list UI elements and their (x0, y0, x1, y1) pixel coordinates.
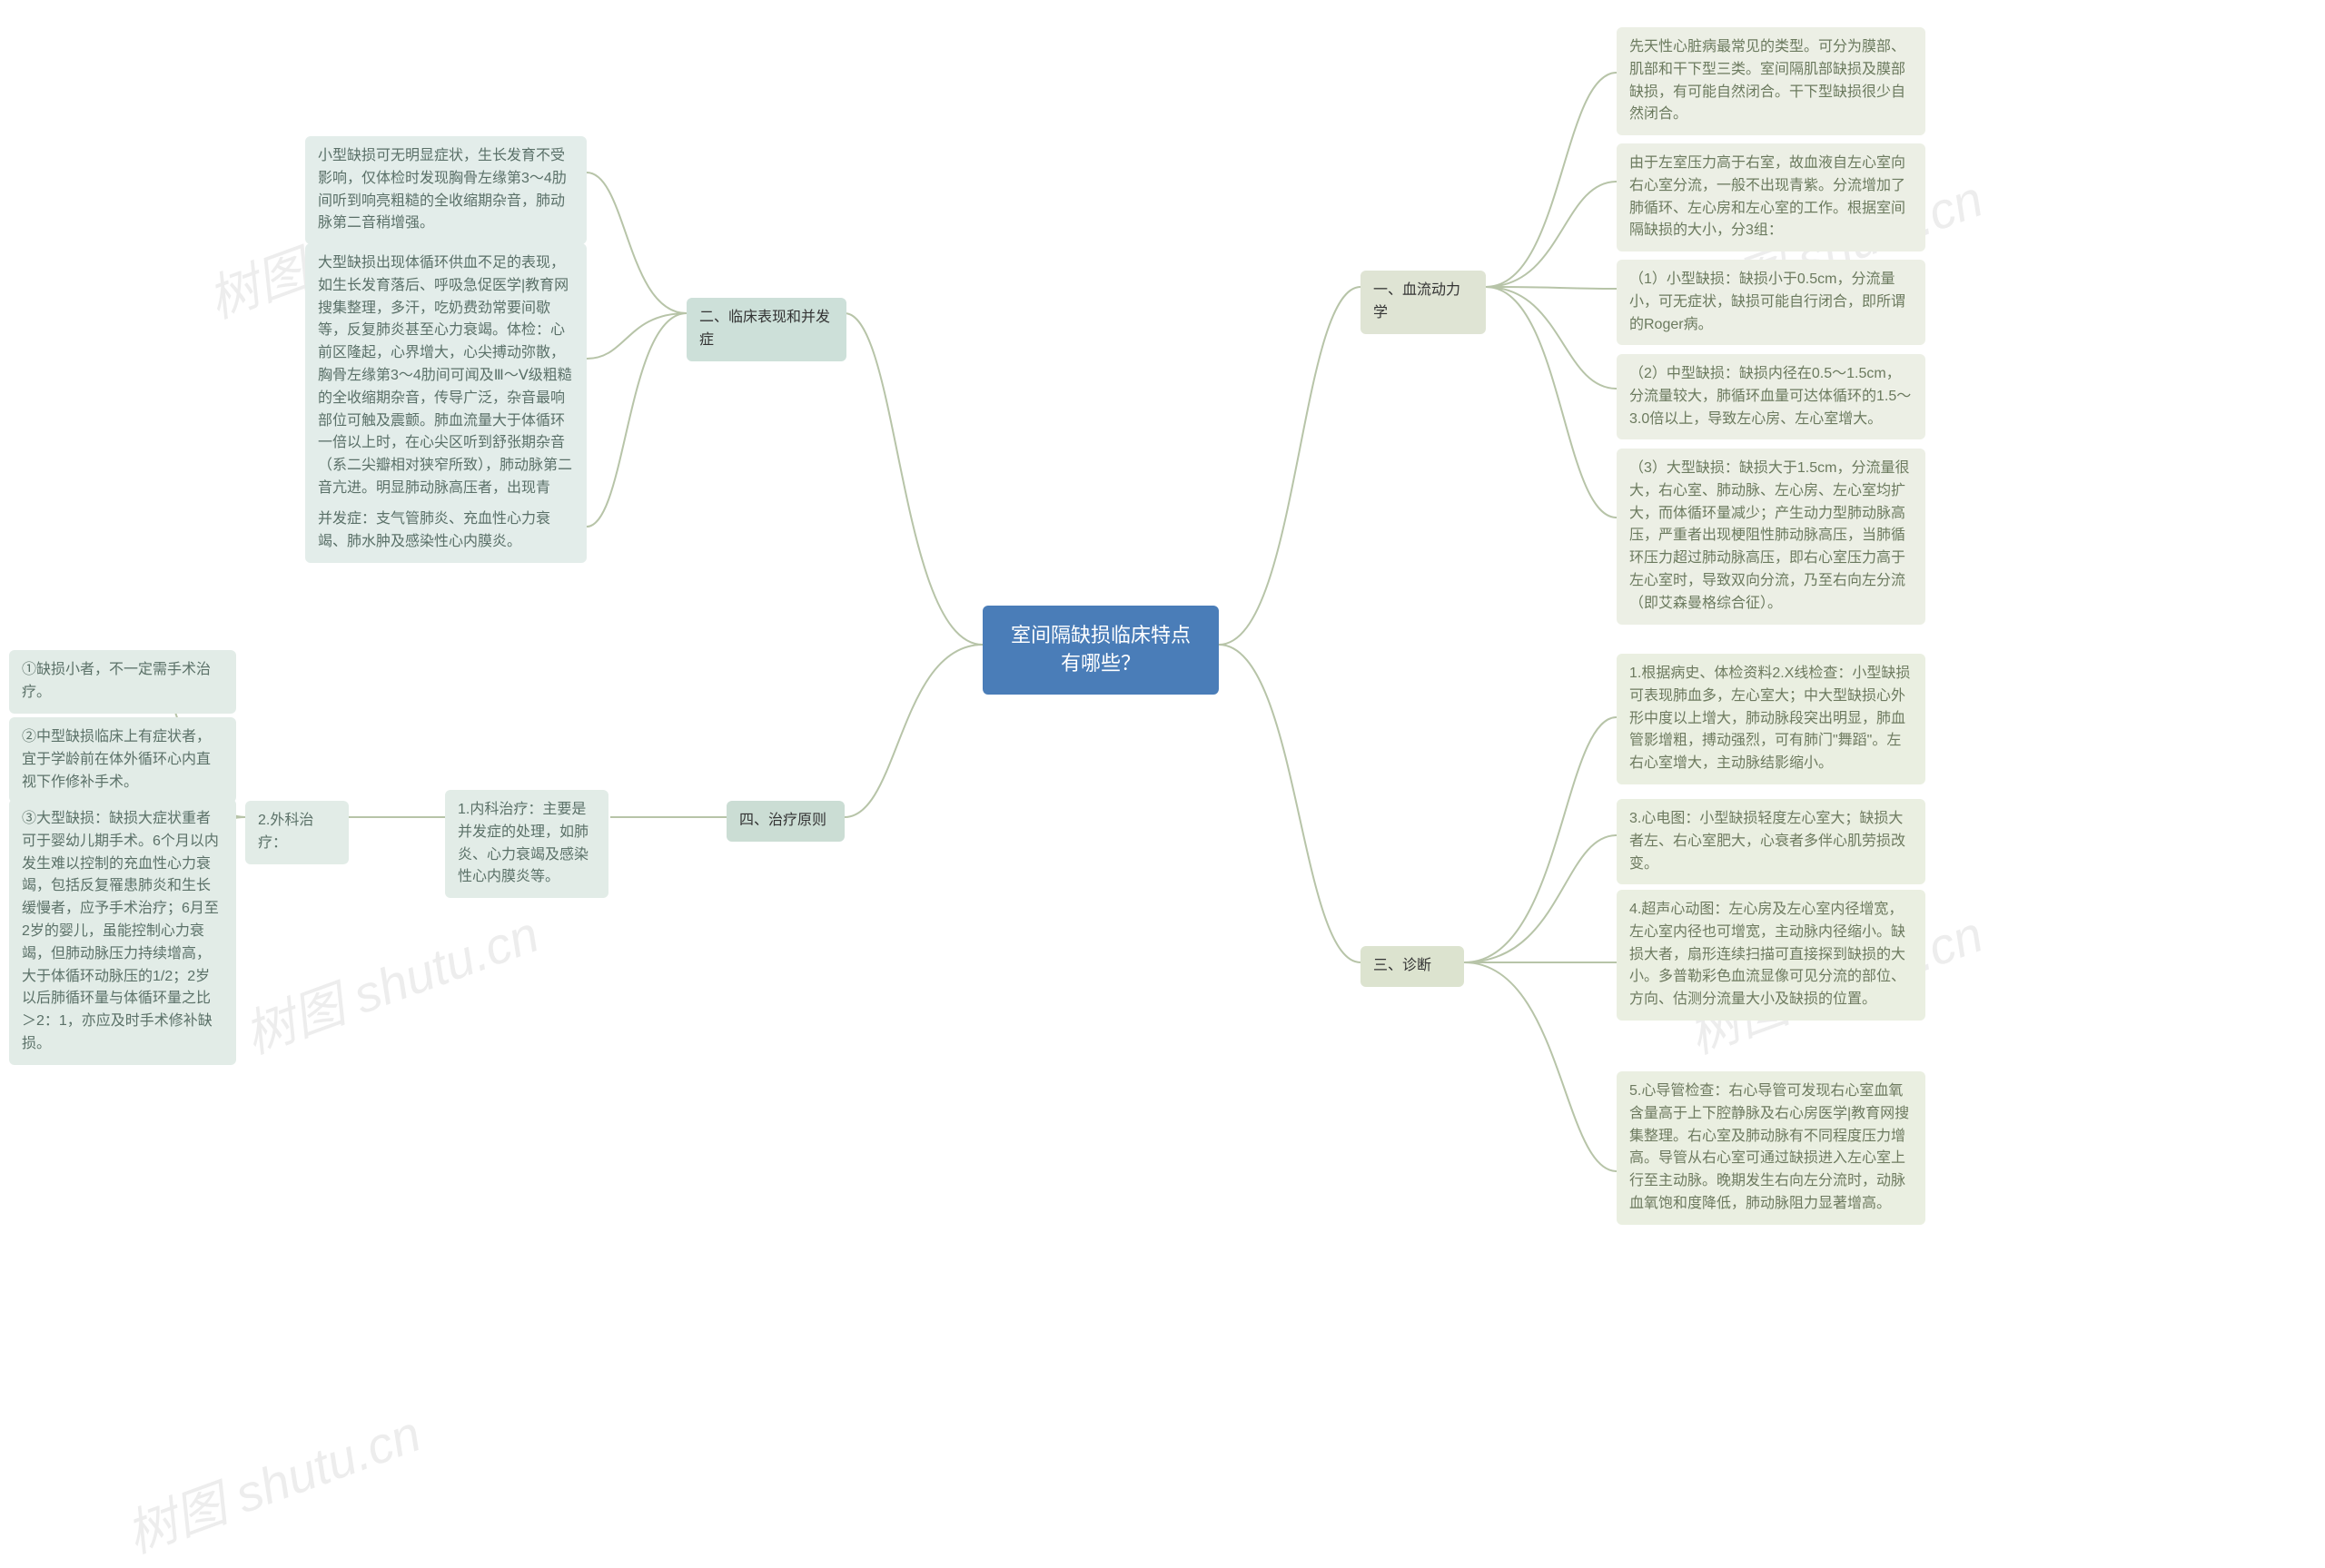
leaf-node: ②中型缺损临床上有症状者，宜于学龄前在体外循环心内直视下作修补手术。 (9, 717, 236, 803)
leaf-node: （3）大型缺损：缺损大于1.5cm，分流量很大，右心室、肺动脉、左心房、左心室均… (1617, 449, 1925, 625)
branch-hemodynamics: 一、血流动力学 (1360, 271, 1486, 334)
leaf-node: 2.外科治疗： (245, 801, 349, 864)
leaf-node: ③大型缺损：缺损大症状重者可于婴幼儿期手术。6个月以内发生难以控制的充血性心力衰… (9, 799, 236, 1065)
leaf-node: 3.心电图：小型缺损轻度左心室大；缺损大者左、右心室肥大，心衰者多伴心肌劳损改变… (1617, 799, 1925, 884)
branch-clinical: 二、临床表现和并发症 (687, 298, 846, 361)
leaf-node: 由于左室压力高于右室，故血液自左心室向右心室分流，一般不出现青紫。分流增加了肺循… (1617, 143, 1925, 251)
center-topic: 室间隔缺损临床特点有哪些？ (983, 606, 1219, 695)
leaf-node: 1.根据病史、体检资料2.X线检查：小型缺损可表现肺血多，左心室大；中大型缺损心… (1617, 654, 1925, 784)
leaf-node: 并发症：支气管肺炎、充血性心力衰竭、肺水肿及感染性心内膜炎。 (305, 499, 587, 563)
leaf-node: ①缺损小者，不一定需手术治疗。 (9, 650, 236, 714)
leaf-node: 5.心导管检查：右心导管可发现右心室血氧含量高于上下腔静脉及右心房医学|教育网搜… (1617, 1071, 1925, 1225)
watermark: 树图 shutu.cn (232, 893, 548, 1068)
leaf-node: 先天性心脏病最常见的类型。可分为膜部、肌部和干下型三类。室间隔肌部缺损及膜部缺损… (1617, 27, 1925, 135)
branch-diagnosis: 三、诊断 (1360, 946, 1464, 987)
leaf-node: 小型缺损可无明显症状，生长发育不受影响，仅体检时发现胸骨左缘第3～4肋间听到响亮… (305, 136, 587, 244)
leaf-node: （2）中型缺损：缺损内径在0.5～1.5cm，分流量较大，肺循环血量可达体循环的… (1617, 354, 1925, 439)
leaf-node: 1.内科治疗：主要是并发症的处理，如肺炎、心力衰竭及感染性心内膜炎等。 (445, 790, 608, 898)
leaf-node: 大型缺损出现体循环供血不足的表现，如生长发育落后、呼吸急促医学|教育网搜集整理，… (305, 243, 587, 532)
watermark: 树图 shutu.cn (114, 1393, 430, 1567)
leaf-node: （1）小型缺损：缺损小于0.5cm，分流量小，可无症状，缺损可能自行闭合，即所谓… (1617, 260, 1925, 345)
branch-treatment: 四、治疗原则 (727, 801, 845, 842)
leaf-node: 4.超声心动图：左心房及左心室内径增宽，左心室内径也可增宽，主动脉内径缩小。缺损… (1617, 890, 1925, 1021)
